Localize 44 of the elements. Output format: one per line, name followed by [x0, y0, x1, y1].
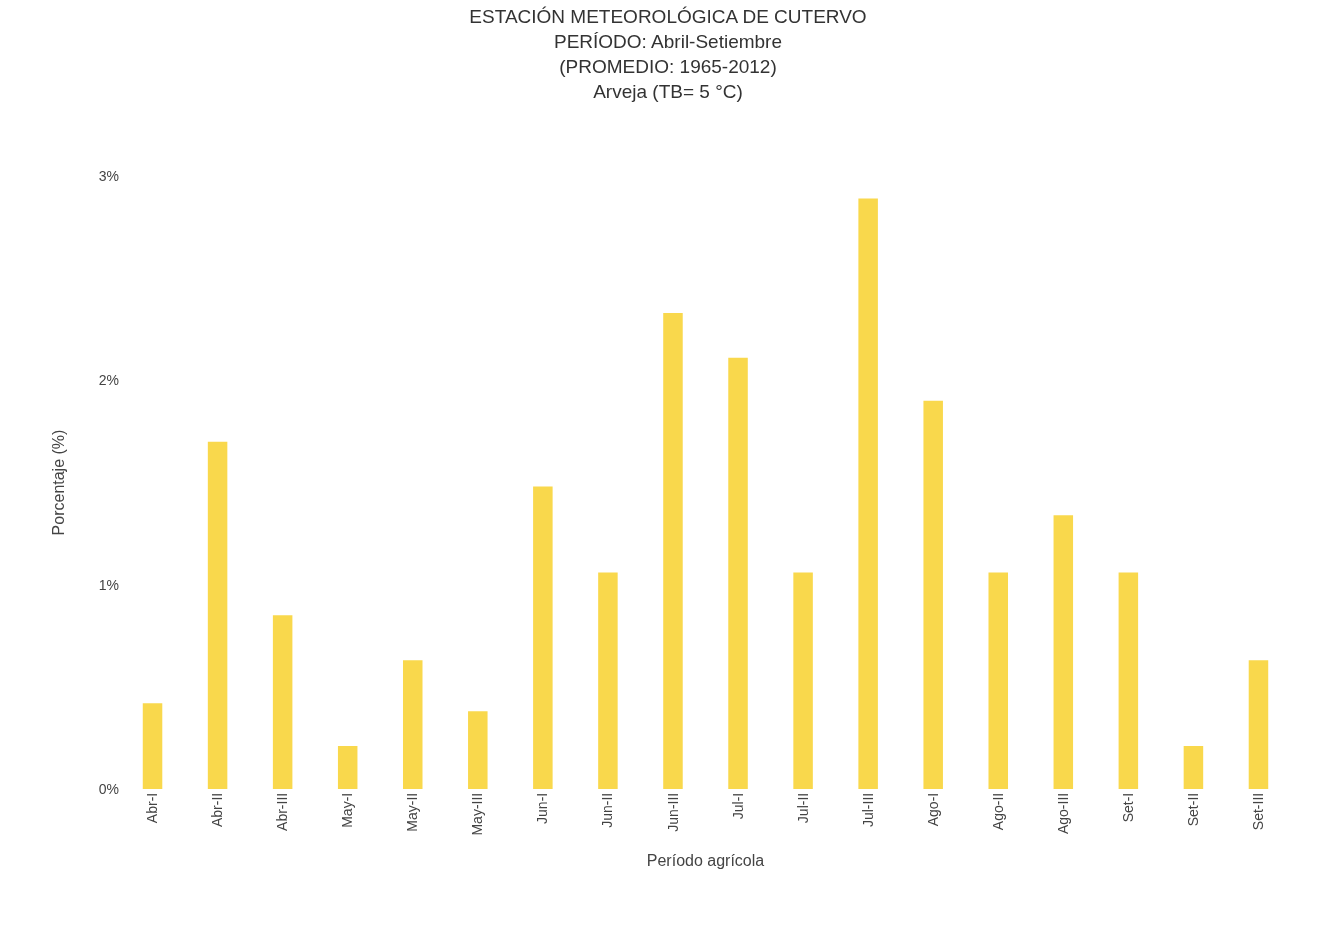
- bar: [272, 615, 293, 789]
- x-tick-label: May-I: [339, 792, 356, 828]
- bar: [793, 572, 813, 789]
- x-tick-label: Set-III: [1250, 792, 1267, 831]
- x-axis-title: Período agrícola: [646, 852, 765, 870]
- bar: [1118, 572, 1139, 789]
- y-tick-label: 3%: [98, 167, 119, 184]
- bar: [988, 572, 1009, 789]
- x-tick-label: Abr-I: [144, 792, 161, 824]
- bar: [1183, 746, 1204, 789]
- bar: [207, 441, 228, 789]
- x-tick-label: May-III: [469, 792, 486, 836]
- x-tick-label: Set-I: [1119, 792, 1136, 823]
- x-tick-label: Abr-III: [274, 792, 291, 831]
- x-tick-label: Ago-II: [989, 792, 1006, 831]
- x-tick-label: Ago-III: [1054, 792, 1071, 835]
- x-tick-label: Set-II: [1184, 792, 1201, 827]
- chart-title: ESTACIÓN METEOROLÓGICA DE CUTERVO: [469, 6, 867, 28]
- x-tick-label: Jun-II: [599, 792, 616, 828]
- bar: [728, 357, 748, 789]
- y-axis-title: Porcentaje (%): [49, 429, 67, 536]
- bar: [533, 486, 553, 789]
- bar: [402, 660, 423, 789]
- bar: [142, 703, 163, 789]
- bar: [923, 400, 943, 789]
- x-tick-label: Jul-I: [729, 792, 746, 820]
- chart-subtitle: PERÍODO: Abril-Setiembre (PROMEDIO: 1965-2012) Arveja (TB= 5 °C): [553, 31, 783, 102]
- y-tick-label: 0%: [98, 780, 119, 797]
- x-tick-label: Jul-II: [794, 792, 811, 824]
- bar: [858, 198, 878, 789]
- bar: [468, 711, 488, 789]
- x-tick-label: May-II: [404, 792, 421, 832]
- x-tick-label: Jun-III: [664, 792, 681, 832]
- bar: [1053, 515, 1074, 789]
- x-tick-label: Jul-III: [859, 792, 876, 828]
- bar: [1248, 660, 1269, 789]
- y-tick-label: 2%: [98, 372, 119, 389]
- y-tick-label: 1%: [98, 576, 119, 593]
- x-tick-label: Jun-I: [534, 792, 551, 824]
- bar: [337, 746, 358, 789]
- bar: [663, 312, 683, 789]
- x-tick-label: Ago-I: [924, 792, 941, 827]
- bar: [598, 572, 618, 789]
- x-tick-label: Abr-II: [209, 792, 226, 828]
